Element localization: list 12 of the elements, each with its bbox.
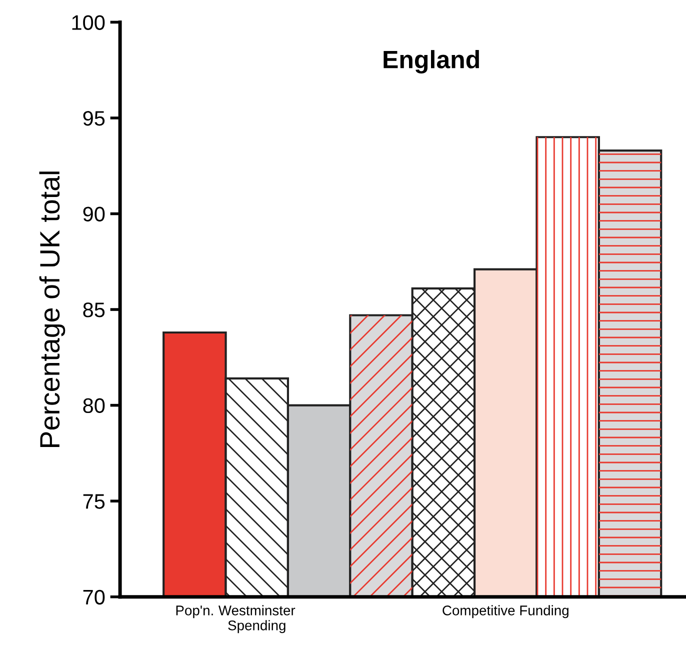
y-tick-label: 100: [72, 15, 105, 30]
text: England: [384, 50, 479, 74]
x-tick-label: Westminster Spending: [218, 605, 296, 634]
y-tick-label: 80: [83, 398, 105, 414]
y-tick-label: 75: [83, 494, 105, 509]
y-tick-label: 70: [83, 590, 105, 605]
y-tick-label: 90: [83, 206, 105, 222]
x-tick-label: Pop'n.: [176, 606, 213, 618]
y-tick-label: 85: [83, 302, 105, 318]
x-tick-label: Competitive Funding: [442, 605, 568, 618]
y-tick-label: 95: [83, 110, 105, 126]
y-axis-title: Percentage of UK total: [39, 172, 66, 447]
